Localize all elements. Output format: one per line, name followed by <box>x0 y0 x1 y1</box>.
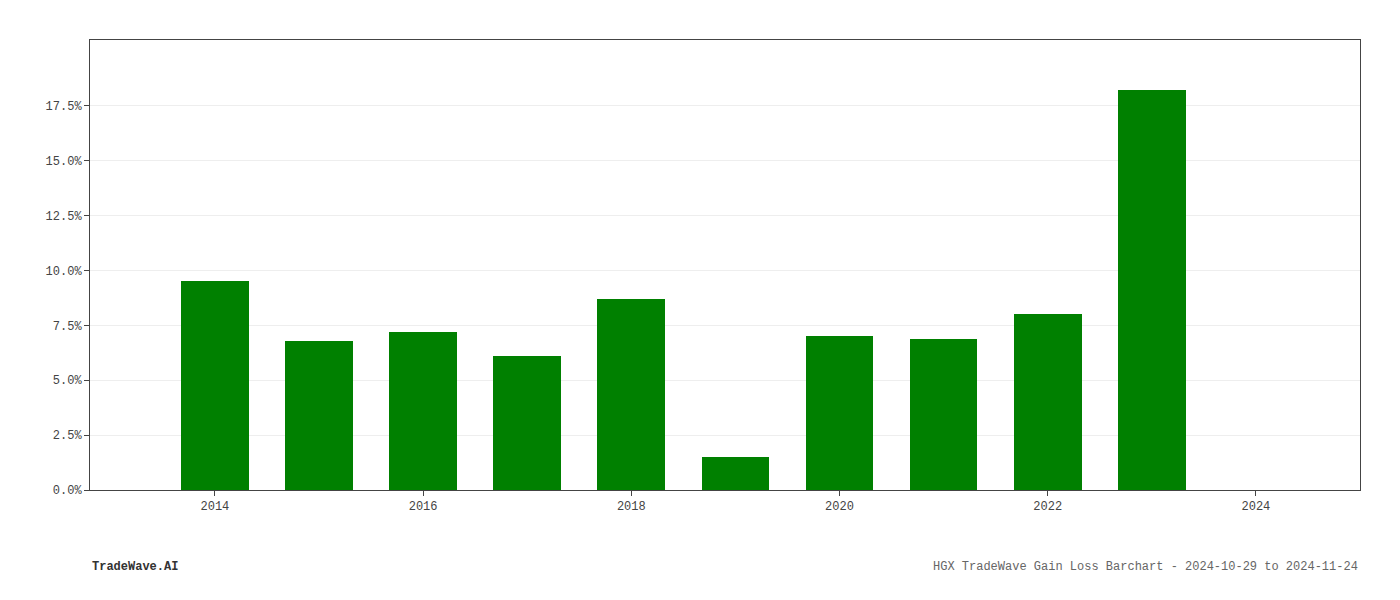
svg-text:2016: 2016 <box>409 500 438 514</box>
svg-text:7.5%: 7.5% <box>53 320 83 334</box>
svg-text:TradeWave.AI: TradeWave.AI <box>92 560 178 574</box>
svg-text:2022: 2022 <box>1033 500 1062 514</box>
svg-text:2018: 2018 <box>617 500 646 514</box>
svg-text:17.5%: 17.5% <box>46 100 83 114</box>
svg-text:10.0%: 10.0% <box>46 265 83 279</box>
svg-text:HGX TradeWave Gain Loss Barcha: HGX TradeWave Gain Loss Barchart - 2024-… <box>933 560 1358 574</box>
svg-text:15.0%: 15.0% <box>46 155 83 169</box>
svg-text:2014: 2014 <box>201 500 230 514</box>
svg-text:2.5%: 2.5% <box>53 429 83 443</box>
svg-text:2024: 2024 <box>1241 500 1270 514</box>
svg-text:0.0%: 0.0% <box>53 484 83 498</box>
svg-text:2020: 2020 <box>825 500 854 514</box>
svg-text:5.0%: 5.0% <box>53 374 83 388</box>
svg-text:12.5%: 12.5% <box>46 210 83 224</box>
